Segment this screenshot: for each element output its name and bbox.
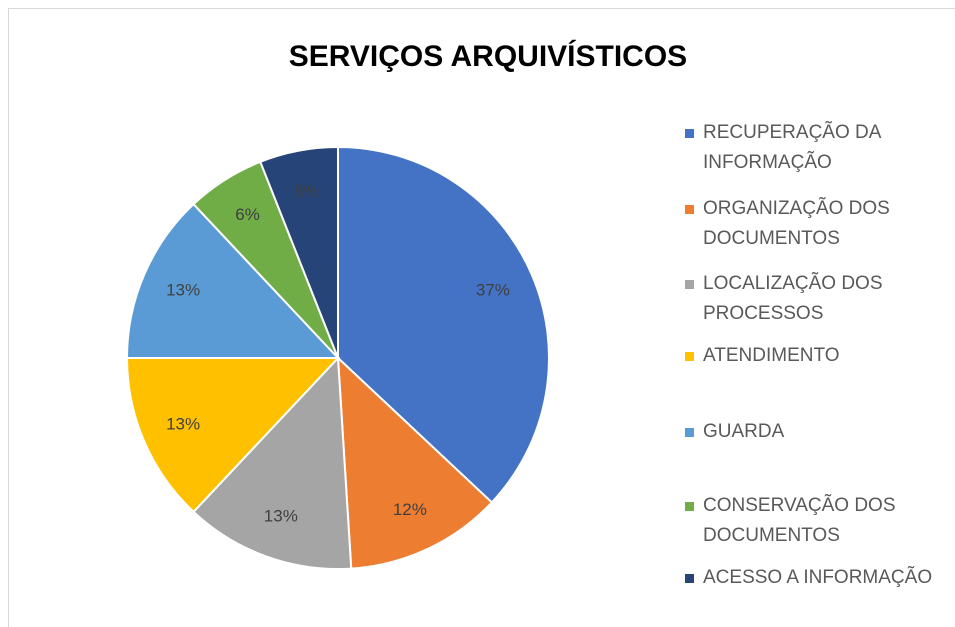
legend-item: ACESSO A INFORMAÇÃO — [685, 563, 947, 593]
legend-label: RECUPERAÇÃO DA INFORMAÇÃO — [703, 122, 881, 173]
legend-swatch — [685, 205, 694, 214]
legend-label: GUARDA — [703, 421, 785, 442]
legend-item: CONSERVAÇÃO DOS DOCUMENTOS — [685, 491, 947, 551]
legend-item: ATENDIMENTO — [685, 341, 947, 371]
legend-swatch — [685, 280, 694, 289]
data-label: 13% — [264, 506, 298, 525]
data-label: 6% — [294, 182, 319, 201]
data-label: 13% — [166, 280, 200, 299]
pie-slice — [125, 357, 341, 514]
legend-swatch — [685, 129, 694, 138]
legend-item: LOCALIZAÇÃO DOS PROCESSOS — [685, 269, 947, 329]
pie-slice — [259, 145, 339, 359]
legend-item: ORGANIZAÇÃO DOS DOCUMENTOS — [685, 194, 947, 254]
legend-label: ACESSO A INFORMAÇÃO — [703, 567, 933, 588]
data-label: 12% — [393, 500, 427, 519]
pie-slice — [337, 145, 550, 504]
legend-swatch — [685, 352, 694, 361]
legend-label: ORGANIZAÇÃO DOS DOCUMENTOS — [703, 198, 890, 249]
legend-swatch — [685, 502, 694, 511]
data-label: 6% — [235, 205, 260, 224]
pie-slice — [192, 355, 353, 570]
legend-label: ATENDIMENTO — [703, 345, 840, 366]
chart-title: SERVIÇOS ARQUIVÍSTICOS — [289, 39, 687, 73]
data-label: 13% — [166, 415, 200, 434]
legend-label: CONSERVAÇÃO DOS DOCUMENTOS — [703, 495, 896, 546]
legend-swatch — [685, 574, 694, 583]
pie-slice — [125, 202, 341, 359]
pie-slice — [336, 355, 494, 570]
legend-item: RECUPERAÇÃO DA INFORMAÇÃO — [685, 118, 947, 178]
data-label: 37% — [476, 280, 510, 299]
legend-item: GUARDA — [685, 417, 947, 447]
legend-swatch — [685, 428, 694, 437]
legend-label: LOCALIZAÇÃO DOS PROCESSOS — [703, 273, 883, 324]
